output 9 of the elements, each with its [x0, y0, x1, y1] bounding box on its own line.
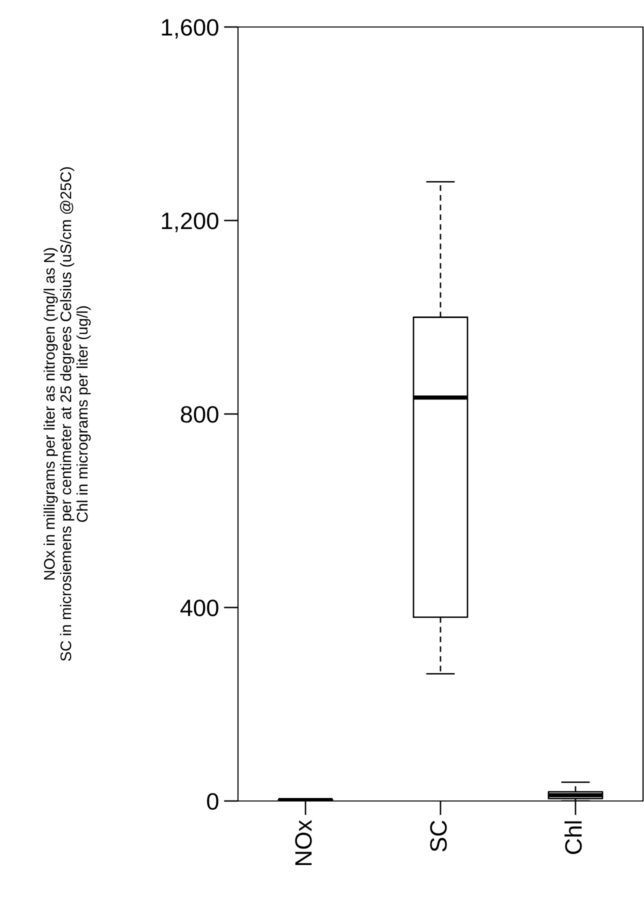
x-tick-label: NOx — [295, 820, 312, 866]
y-tick-label: 0 — [207, 793, 218, 810]
y-tick-label: 800 — [180, 406, 218, 423]
x-tick-label: SC — [430, 820, 447, 852]
y-tick-label: 400 — [180, 600, 218, 616]
y-axis-title: NOx in milligrams per liter as nitrogen (mg/l as N) SC in microsiemens per centimeter at 25 degrees Celsius (uS/cm @25C) Chl in micrograms per liter (ug/l) — [44, 167, 91, 661]
x-tick-label: Chl — [564, 821, 582, 854]
y-tick-label: 1,200 — [162, 212, 218, 232]
y-tick-label: 1,600 — [162, 19, 218, 39]
